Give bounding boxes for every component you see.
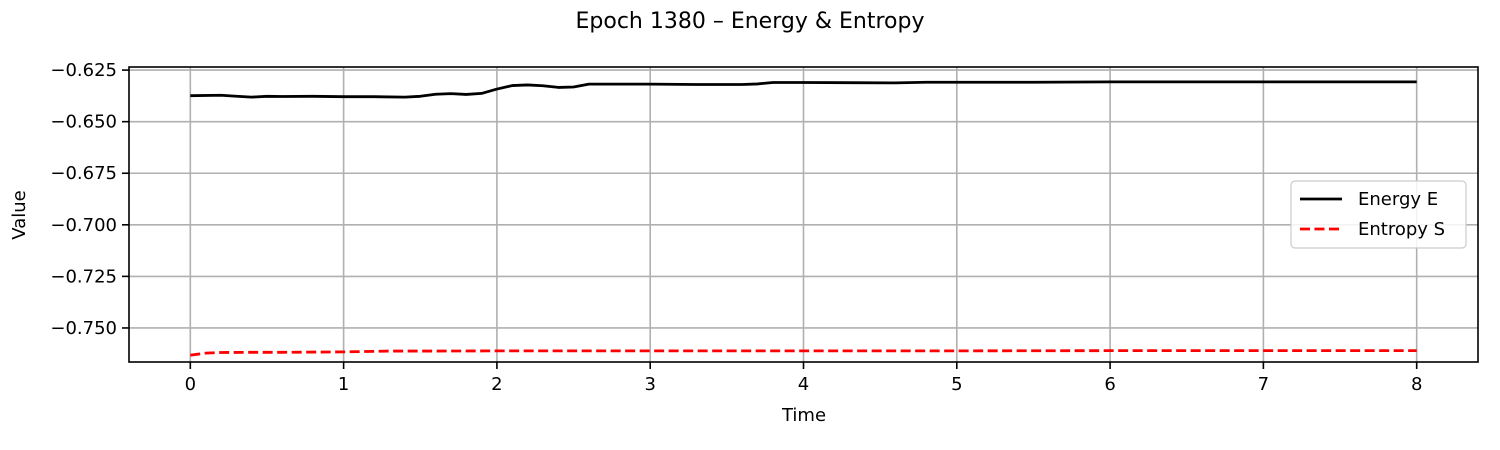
y-tick-label-3: −0.700	[50, 215, 117, 236]
legend-label-1: Entropy S	[1358, 219, 1445, 240]
x-tick-label-2: 2	[491, 374, 502, 395]
x-tick-label-0: 0	[185, 374, 196, 395]
y-axis-title: Value	[9, 190, 30, 239]
x-tick-label-4: 4	[798, 374, 809, 395]
legend-label-0: Energy E	[1358, 189, 1438, 210]
series-line-0	[190, 80, 1417, 99]
y-tick-label-1: −0.650	[50, 112, 117, 133]
grid-layer	[129, 67, 1478, 362]
x-tick-label-6: 6	[1104, 374, 1115, 395]
x-tick-label-1: 1	[338, 374, 349, 395]
x-tick-label-5: 5	[951, 374, 962, 395]
series-layer	[190, 80, 1417, 357]
y-tick-label-5: −0.750	[50, 318, 117, 339]
chart-title: Epoch 1380 – Energy & Entropy	[576, 9, 925, 34]
legend: Energy E Entropy S	[1290, 180, 1467, 249]
y-tick-label-0: −0.625	[50, 60, 117, 81]
axes-layer: 0 1 2 3 4 5 6 7 8 −0.625 −0.650 −0.675 −0.700 −0.725 −…	[50, 60, 1479, 395]
x-tick-label-8: 8	[1411, 374, 1422, 395]
x-axis-title: Time	[781, 405, 826, 426]
x-tick-label-7: 7	[1258, 374, 1269, 395]
y-tick-label-4: −0.725	[50, 266, 117, 287]
y-tick-label-2: −0.675	[50, 163, 117, 184]
x-tick-label-3: 3	[644, 374, 655, 395]
